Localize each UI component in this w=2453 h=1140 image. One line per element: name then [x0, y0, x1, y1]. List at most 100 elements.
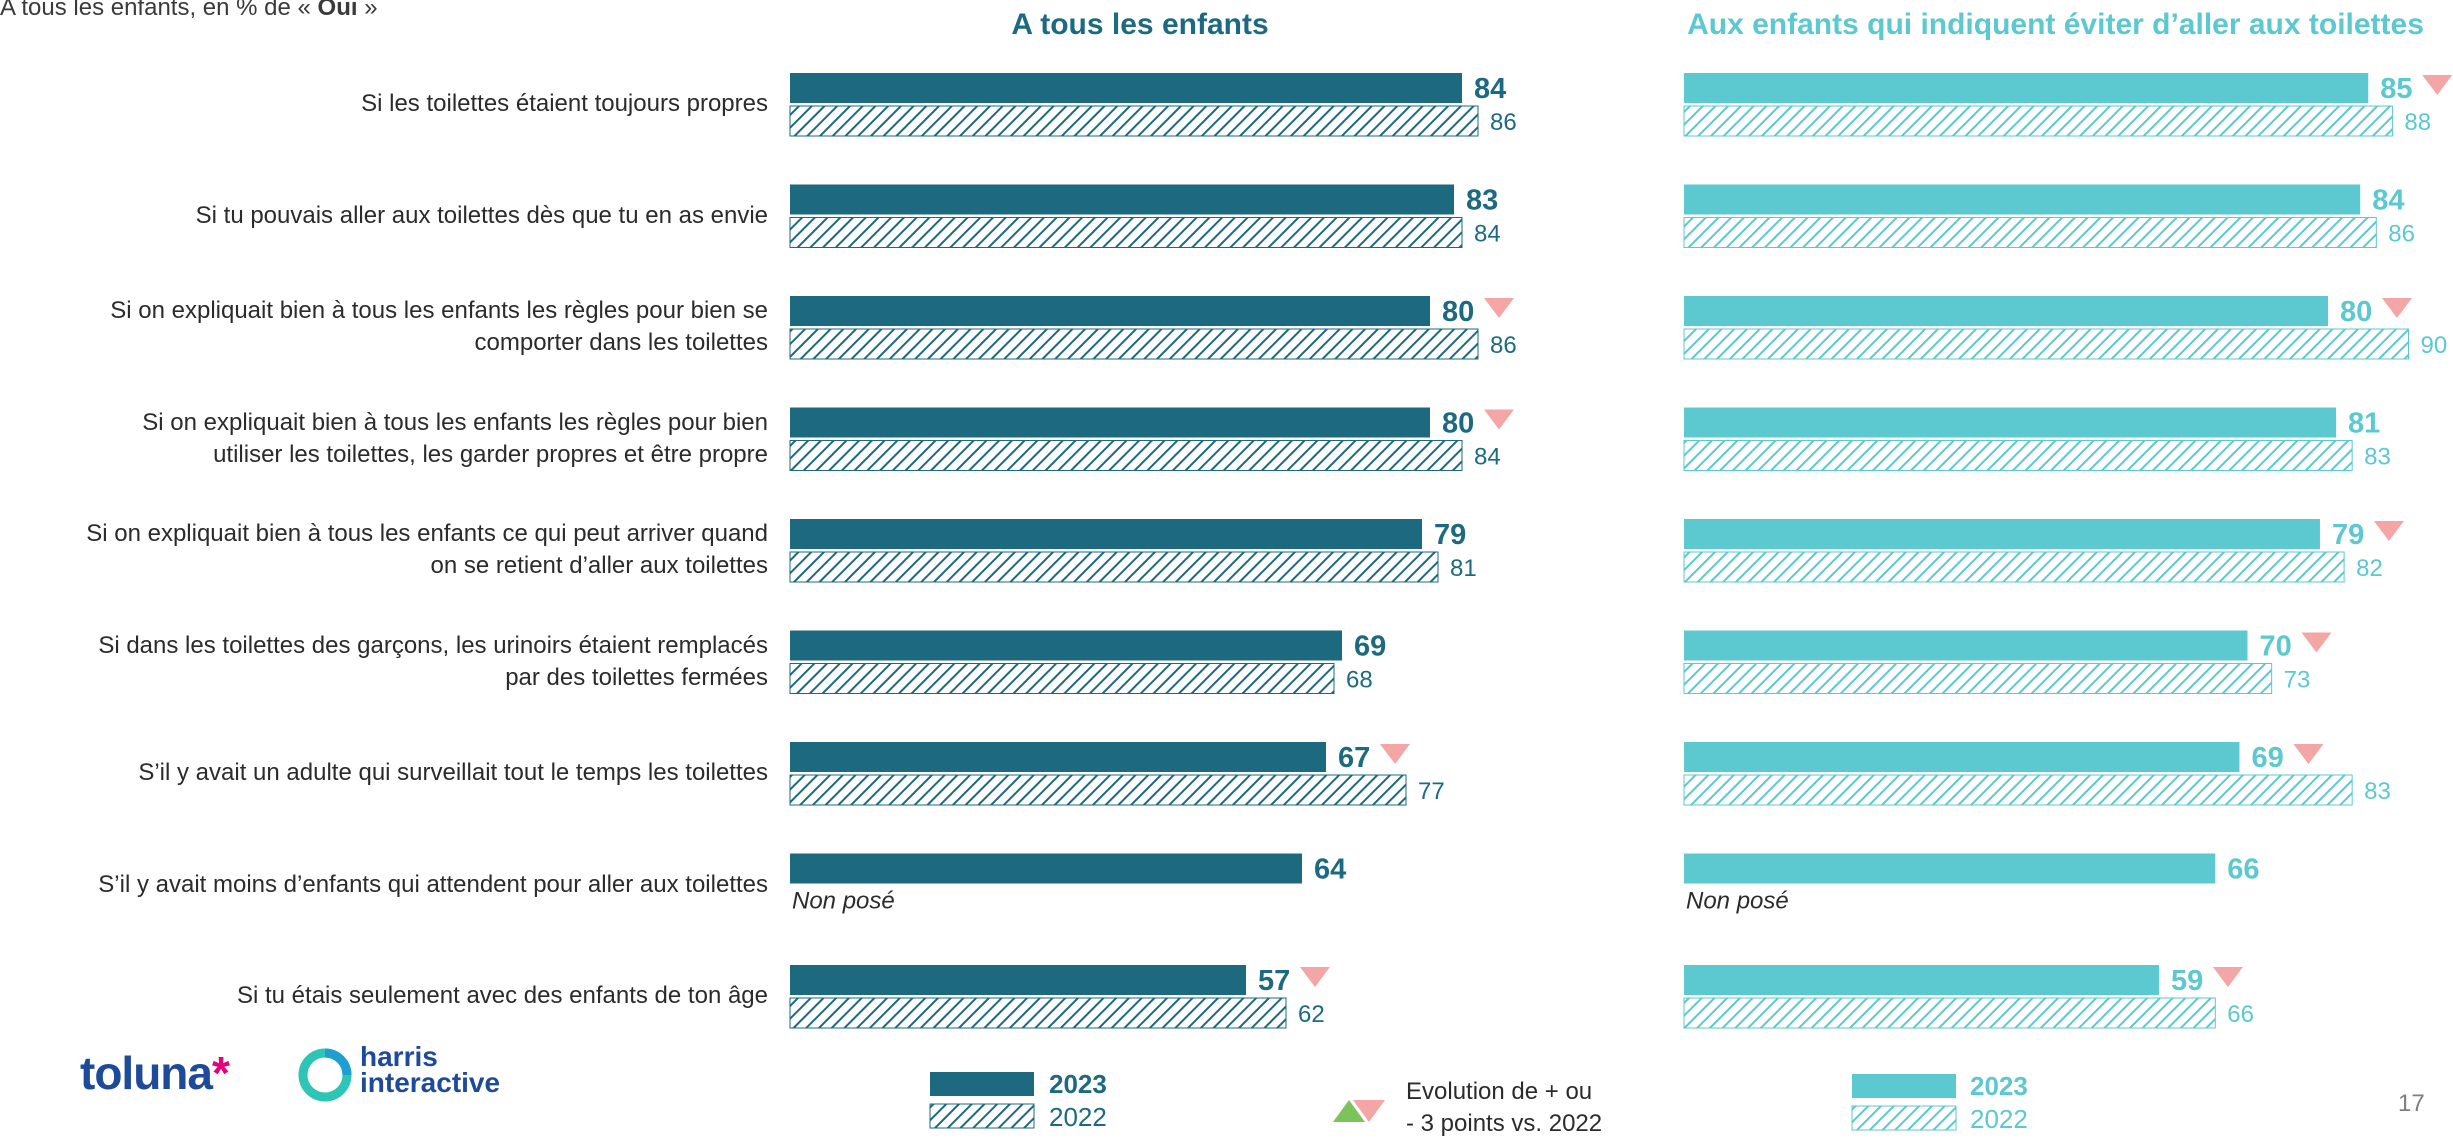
category-label-line: on se retient d’aller aux toilettes: [430, 552, 768, 579]
category-label-line: comporter dans les toilettes: [474, 329, 768, 356]
page-number: 17: [2398, 1090, 2425, 1117]
value-label-2022-right: 83: [2364, 778, 2391, 805]
bar-2023-left: [790, 519, 1422, 549]
category-label: Si on expliquait bien à tous les enfants…: [0, 518, 768, 582]
value-label-2023-left: 64: [1314, 854, 1346, 886]
category-label-line: Si on expliquait bien à tous les enfants…: [142, 408, 768, 436]
category-label-line: par des toilettes fermées: [505, 663, 768, 691]
value-label-2022-right: 90: [2421, 332, 2448, 359]
down-arrow-icon: [1484, 409, 1514, 430]
bar-2022-right: [1683, 551, 2345, 583]
category-label-line: Si tu étais seulement avec des enfants d…: [236, 982, 768, 1009]
bar-2022-left: [789, 663, 1335, 694]
value-label-2023-right: 79: [2332, 519, 2364, 551]
value-label-2022-left: 68: [1346, 667, 1373, 694]
bar-2023-right: [1684, 965, 2159, 995]
bar-2022-left: [789, 105, 1479, 137]
value-label-2023-right: 69: [2251, 742, 2283, 774]
category-label: Si on expliquait bien à tous les enfants…: [0, 407, 768, 471]
down-arrow-icon: [1380, 744, 1410, 764]
right-panel-title: Aux enfants qui indiquent éviter d’aller…: [1687, 8, 2424, 41]
value-label-2022-right: 83: [2364, 444, 2391, 471]
value-label-2022-left: 86: [1490, 109, 1517, 136]
value-label-2022-left: 62: [1298, 1001, 1325, 1028]
value-label-2023-left: 80: [1442, 296, 1474, 328]
evolution-arrows-icon: [1333, 1100, 1385, 1122]
category-label-line: Si tu pouvais aller aux toilettes dès qu…: [195, 201, 768, 229]
down-arrow-icon: [1300, 967, 1330, 987]
legend-swatch-2023-left: [930, 1072, 1034, 1096]
legend-label-2022-left: 2022: [1049, 1102, 1107, 1132]
non-pose-label: Non posé: [1686, 888, 1789, 915]
bar-2022-right: [1683, 217, 2377, 248]
value-label-2023-right: 84: [2372, 185, 2404, 217]
bar-2022-right: [1683, 328, 2409, 360]
bar-2023-right: [1684, 296, 2328, 326]
chart-subtitle: A tous les enfants, en % de « Oui »: [0, 0, 378, 21]
value-label-2023-right: 70: [2260, 631, 2292, 663]
category-label-line: Si dans les toilettes des garçons, les u…: [98, 631, 768, 659]
harris-ring-icon: [298, 1048, 352, 1102]
legend-label-2022-right: 2022: [1970, 1104, 2028, 1134]
value-label-2023-right: 59: [2171, 965, 2203, 997]
bar-2022-left: [789, 328, 1479, 360]
value-label-2023-left: 80: [1442, 408, 1474, 440]
value-label-2023-left: 69: [1354, 631, 1386, 663]
bar-2023-right: [1684, 630, 2248, 661]
category-label-line: utiliser les toilettes, les garder propr…: [213, 440, 768, 468]
value-label-2022-right: 73: [2284, 667, 2311, 694]
left-panel-title: A tous les enfants: [1011, 8, 1269, 41]
bar-2022-right: [1683, 774, 2353, 806]
value-label-2022-right: 86: [2388, 221, 2415, 248]
value-label-2022-right: 82: [2356, 555, 2383, 582]
value-label-2023-left: 79: [1434, 519, 1466, 551]
bar-2022-right: [1683, 997, 2216, 1029]
legend-swatch-2023-right: [1852, 1074, 1956, 1098]
value-label-2023-right: 80: [2340, 296, 2372, 328]
down-arrow-icon: [2301, 632, 2332, 653]
legend-label-2023-left: 2023: [1049, 1069, 1107, 1099]
category-label: Si tu pouvais aller aux toilettes dès qu…: [0, 200, 768, 232]
bar-2022-right: [1683, 105, 2393, 137]
category-label-line: Si on expliquait bien à tous les enfants…: [86, 520, 768, 547]
value-label-2023-right: 81: [2348, 408, 2380, 440]
category-label: S’il y avait moins d’enfants qui attende…: [0, 869, 768, 901]
category-label-line: Si on expliquait bien à tous les enfants…: [110, 297, 768, 324]
bar-2023-left: [790, 73, 1462, 103]
legend-swatch-2022-left: [929, 1103, 1035, 1129]
bar-2023-left: [790, 853, 1302, 884]
value-label-2023-right: 85: [2380, 73, 2412, 105]
legend-swatch-2022-right: [1851, 1105, 1957, 1131]
down-arrow-icon: [2422, 75, 2453, 95]
bar-2022-left: [789, 997, 1287, 1029]
non-pose-label: Non posé: [792, 888, 895, 915]
category-label-line: Si les toilettes étaient toujours propre…: [361, 90, 768, 117]
category-label-line: S’il y avait un adulte qui surveillait t…: [138, 759, 768, 786]
down-arrow-icon: [2373, 521, 2404, 541]
toluna-logo: toluna*: [80, 1047, 230, 1099]
bar-2023-left: [790, 630, 1342, 661]
legend-swatches-right: [1851, 1074, 1957, 1131]
category-label-line: S’il y avait moins d’enfants qui attende…: [98, 870, 768, 898]
bar-2023-right: [1684, 742, 2240, 772]
value-label-2022-left: 77: [1418, 778, 1445, 805]
bar-2023-left: [790, 407, 1430, 438]
down-arrow-icon: [2382, 298, 2412, 318]
category-label: Si tu étais seulement avec des enfants d…: [0, 980, 768, 1012]
bar-2023-left: [790, 965, 1246, 995]
legend-swatches-left: [929, 1072, 1035, 1129]
value-label-2022-left: 84: [1474, 444, 1501, 471]
value-label-2022-left: 86: [1490, 332, 1517, 359]
value-label-2023-left: 84: [1474, 73, 1506, 105]
bar-2023-left: [790, 184, 1454, 215]
category-label: S’il y avait un adulte qui surveillait t…: [0, 757, 768, 789]
bar-2022-left: [789, 217, 1463, 248]
value-label-2022-right: 66: [2227, 1001, 2254, 1028]
value-label-2023-right: 66: [2227, 854, 2259, 886]
value-label-2023-left: 57: [1258, 965, 1290, 997]
category-label: Si on expliquait bien à tous les enfants…: [0, 295, 768, 359]
harris-interactive-logo: harris interactive: [360, 1041, 501, 1098]
bar-2022-right: [1683, 663, 2273, 694]
value-label-2022-left: 84: [1474, 221, 1501, 248]
